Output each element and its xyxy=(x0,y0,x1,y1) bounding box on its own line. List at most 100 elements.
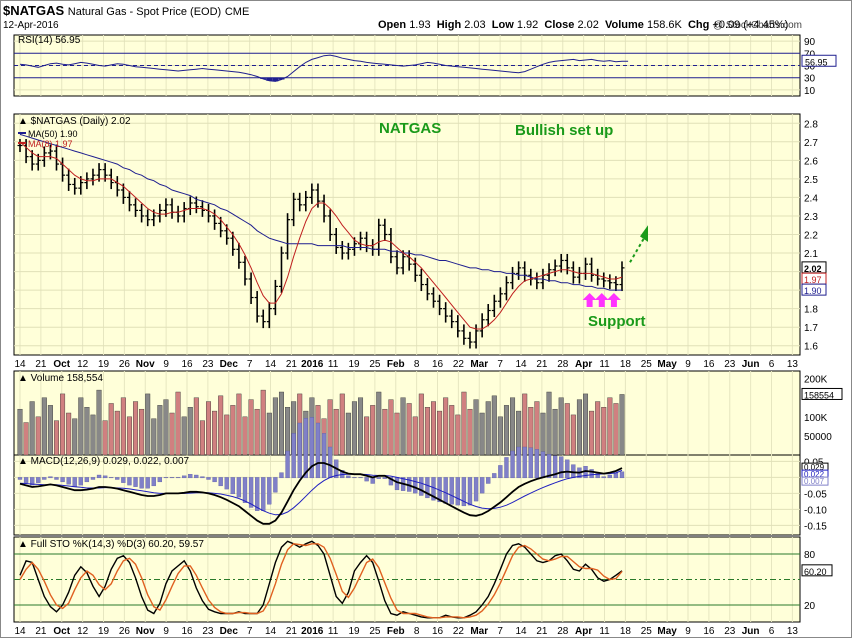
volume-bar xyxy=(139,408,145,456)
price-last-value: 1.97 xyxy=(804,275,822,285)
volume-bar xyxy=(583,393,589,456)
x-tick-label: 21 xyxy=(35,359,47,370)
volume-bar xyxy=(619,394,625,456)
x-tick-label: 9 xyxy=(163,626,169,637)
x-tick-label: Jun xyxy=(742,359,760,370)
volume-bar xyxy=(41,397,47,456)
x-tick-label: 19 xyxy=(98,626,110,637)
volume-bar xyxy=(613,403,619,456)
close-value: 2.02 xyxy=(577,19,599,31)
volume-bar xyxy=(424,407,430,456)
x-tick-label: Feb xyxy=(387,626,405,637)
x-tick-label: 11 xyxy=(328,359,339,370)
macd-histogram-bar xyxy=(315,422,321,479)
macd-histogram-bar xyxy=(516,446,521,479)
macd-histogram-bar xyxy=(175,477,181,479)
volume-bar xyxy=(181,416,187,456)
macd-histogram-bar xyxy=(559,456,564,479)
macd-line xyxy=(19,462,623,525)
ma8-legend: MA(8) 1.97 xyxy=(28,139,73,149)
rsi-tick-label: 50 xyxy=(804,62,816,73)
volume-bar xyxy=(327,399,333,456)
x-tick-label: Nov xyxy=(136,626,155,637)
volume-bar xyxy=(108,403,114,456)
high-value: 2.03 xyxy=(464,19,486,31)
volume-bar xyxy=(461,391,467,456)
x-tick-label: 26 xyxy=(119,359,131,370)
sto-last-box xyxy=(801,564,833,577)
macd-histogram-bar xyxy=(139,477,144,489)
volume-bar xyxy=(345,412,351,456)
watermark: @ StockCharts.com xyxy=(712,20,802,31)
macd-tick-label: -0.10 xyxy=(804,505,827,516)
volume-bar xyxy=(388,399,394,456)
volume-bar xyxy=(78,397,84,456)
x-tick-label: 14 xyxy=(515,359,527,370)
volume-bar xyxy=(394,412,400,456)
volume-bar xyxy=(351,401,357,456)
x-tick-label: 26 xyxy=(119,626,131,637)
x-tick-label: 13 xyxy=(787,359,799,370)
macd-histogram-bar xyxy=(327,446,333,479)
volume-bar xyxy=(540,412,546,456)
x-tick-label: 23 xyxy=(202,626,214,637)
macd-histogram-bar xyxy=(358,477,363,479)
x-tick-label: 9 xyxy=(685,626,691,637)
macd-histogram-bar xyxy=(419,477,424,496)
volume-bar xyxy=(364,416,370,456)
x-tick-label: 7 xyxy=(247,359,253,370)
price-tick-label: 2.8 xyxy=(804,119,818,130)
macd-histogram-bar xyxy=(321,433,327,479)
macd-histogram-bar xyxy=(182,475,187,479)
x-tick-label: 11 xyxy=(328,626,339,637)
macd-histogram-bar xyxy=(169,477,175,479)
x-tick-label: May xyxy=(657,626,677,637)
x-tick-label: 11 xyxy=(599,626,610,637)
price-tick-label: 2.5 xyxy=(804,175,818,186)
volume-bar xyxy=(120,397,126,456)
volume-bar xyxy=(236,393,242,456)
x-tick-label: 12 xyxy=(77,626,89,637)
macd-histogram-bar xyxy=(17,477,23,480)
macd-histogram-bar xyxy=(30,477,35,486)
x-tick-label: 2016 xyxy=(301,626,324,637)
volume-bar xyxy=(151,418,157,456)
x-tick-label: 14 xyxy=(515,626,527,637)
macd-histogram-bar xyxy=(194,474,199,479)
macd-histogram-bar xyxy=(72,477,77,487)
volume-bar xyxy=(437,410,443,456)
macd-histogram-bar xyxy=(285,450,290,479)
volume-bar xyxy=(333,408,339,456)
rsi-tick-label: 30 xyxy=(804,74,816,85)
x-tick-label: Oct xyxy=(53,359,70,370)
volume-bar xyxy=(491,395,497,456)
rsi-last-value: 56.95 xyxy=(805,57,828,67)
macd-histogram-bar xyxy=(36,477,41,483)
macd-histogram-bar xyxy=(66,477,71,485)
macd-histogram-bar xyxy=(127,477,132,486)
macd-histogram-bar xyxy=(461,477,467,507)
ma50-legend: MA(50) 1.90 xyxy=(28,129,78,139)
x-tick-label: 16 xyxy=(703,359,715,370)
macd-histogram-bar xyxy=(522,446,527,479)
macd-histogram-bar xyxy=(78,477,83,486)
macd-histogram-bar xyxy=(224,477,229,490)
ma50-line xyxy=(19,133,622,291)
volume-bar xyxy=(430,401,436,456)
volume-bar xyxy=(449,405,455,456)
volume-bar xyxy=(133,401,139,456)
volume-legend: ▲ Volume 158,554 xyxy=(18,373,103,384)
macd-histogram-bar xyxy=(157,477,163,483)
x-tick-label: Dec xyxy=(220,359,239,370)
volume-bar xyxy=(418,393,424,456)
x-tick-label: 18 xyxy=(620,626,632,637)
price-tick-label: 2.4 xyxy=(804,193,818,204)
volume-bar xyxy=(510,397,516,456)
symbol-description: Natural Gas - Spot Price (EOD) xyxy=(67,6,222,18)
x-tick-label: 14 xyxy=(265,359,277,370)
chg-label: Chg xyxy=(687,19,710,31)
macd-histogram-bar xyxy=(54,477,59,480)
macd-histogram-bar xyxy=(534,449,540,479)
macd-last-box xyxy=(801,476,829,486)
